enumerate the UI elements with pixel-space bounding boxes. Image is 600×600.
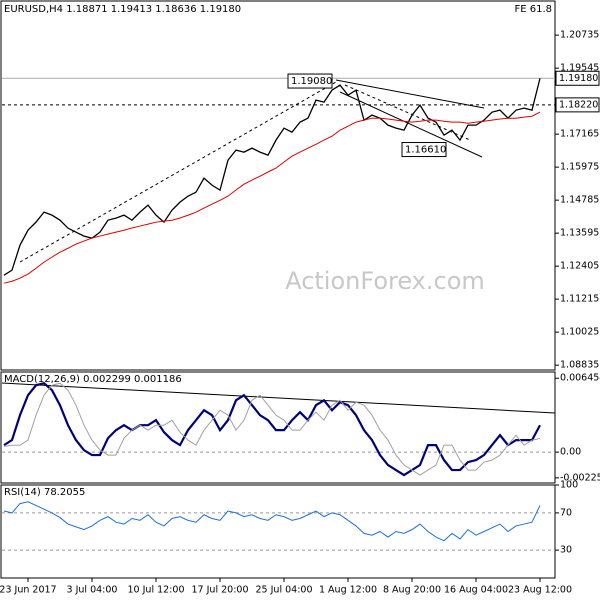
series-line [3,78,541,276]
series-line [3,382,541,476]
trend-line [19,81,337,263]
y-tick-label: 1.13595 [560,228,599,239]
x-tick-label: 1 Aug 12:00 [319,585,377,596]
annotation-label: 1.19080 [291,76,332,87]
rsi-panel [0,484,556,579]
price-panel [0,0,556,371]
y-tick-label: 0.00 [560,447,581,458]
annotation-box [287,73,333,89]
y-tick-label: 1.19545 [560,63,599,74]
price-subtitle: FE 61.8 [514,4,552,15]
y-tick-label: 1.10025 [560,327,599,338]
macd-title: MACD(12,26,9) 0.002299 0.001186 [4,374,182,385]
x-tick-label: 16 Aug 04:00 [444,585,508,596]
level-label: 1.18220 [559,99,598,110]
y-tick-label: 1.08835 [560,360,599,371]
series-line [3,501,541,542]
x-tick-label: 3 Jul 04:00 [67,585,118,596]
x-tick-label: 10 Jul 12:00 [128,585,185,596]
level-box [555,70,600,86]
y-tick-label: 1.15975 [560,162,599,173]
series-line [3,382,541,477]
x-tick-label: 23 Aug 12:00 [508,585,572,596]
watermark: ActionForex.com [285,267,485,295]
y-tick-label: 1.17165 [560,129,599,140]
series-line [3,111,541,284]
annotation-box [401,142,447,158]
annotation-label: 1.16610 [405,145,446,156]
macd-panel [0,371,556,484]
x-tick-label: 17 Jul 20:00 [192,585,249,596]
level-label: 1.19180 [559,73,598,84]
x-tick-label: 8 Aug 20:00 [383,585,441,596]
x-tick-label: 23 Jun 2017 [0,585,57,596]
y-tick-label: 0.006454 [560,373,600,384]
y-tick-label: -0.002252 [560,472,600,483]
channel-line [339,91,483,158]
y-tick-label: 100 [560,480,578,491]
price-title: EURUSD,H4 1.18871 1.19413 1.18636 1.1918… [4,4,241,15]
macd-trend-line [1,382,556,414]
level-box [555,97,600,113]
y-tick-label: 70 [560,507,572,518]
trend-line [344,84,471,141]
y-tick-label: 1.12405 [560,261,599,272]
channel-line [335,79,485,109]
rsi-title: RSI(14) 78.2055 [4,487,85,498]
x-tick-label: 25 Jul 04:00 [256,585,313,596]
y-tick-label: 1.20735 [560,30,599,41]
y-tick-label: 1.11215 [560,294,599,305]
y-tick-label: 30 [560,545,572,556]
y-tick-label: 1.14785 [560,195,599,206]
